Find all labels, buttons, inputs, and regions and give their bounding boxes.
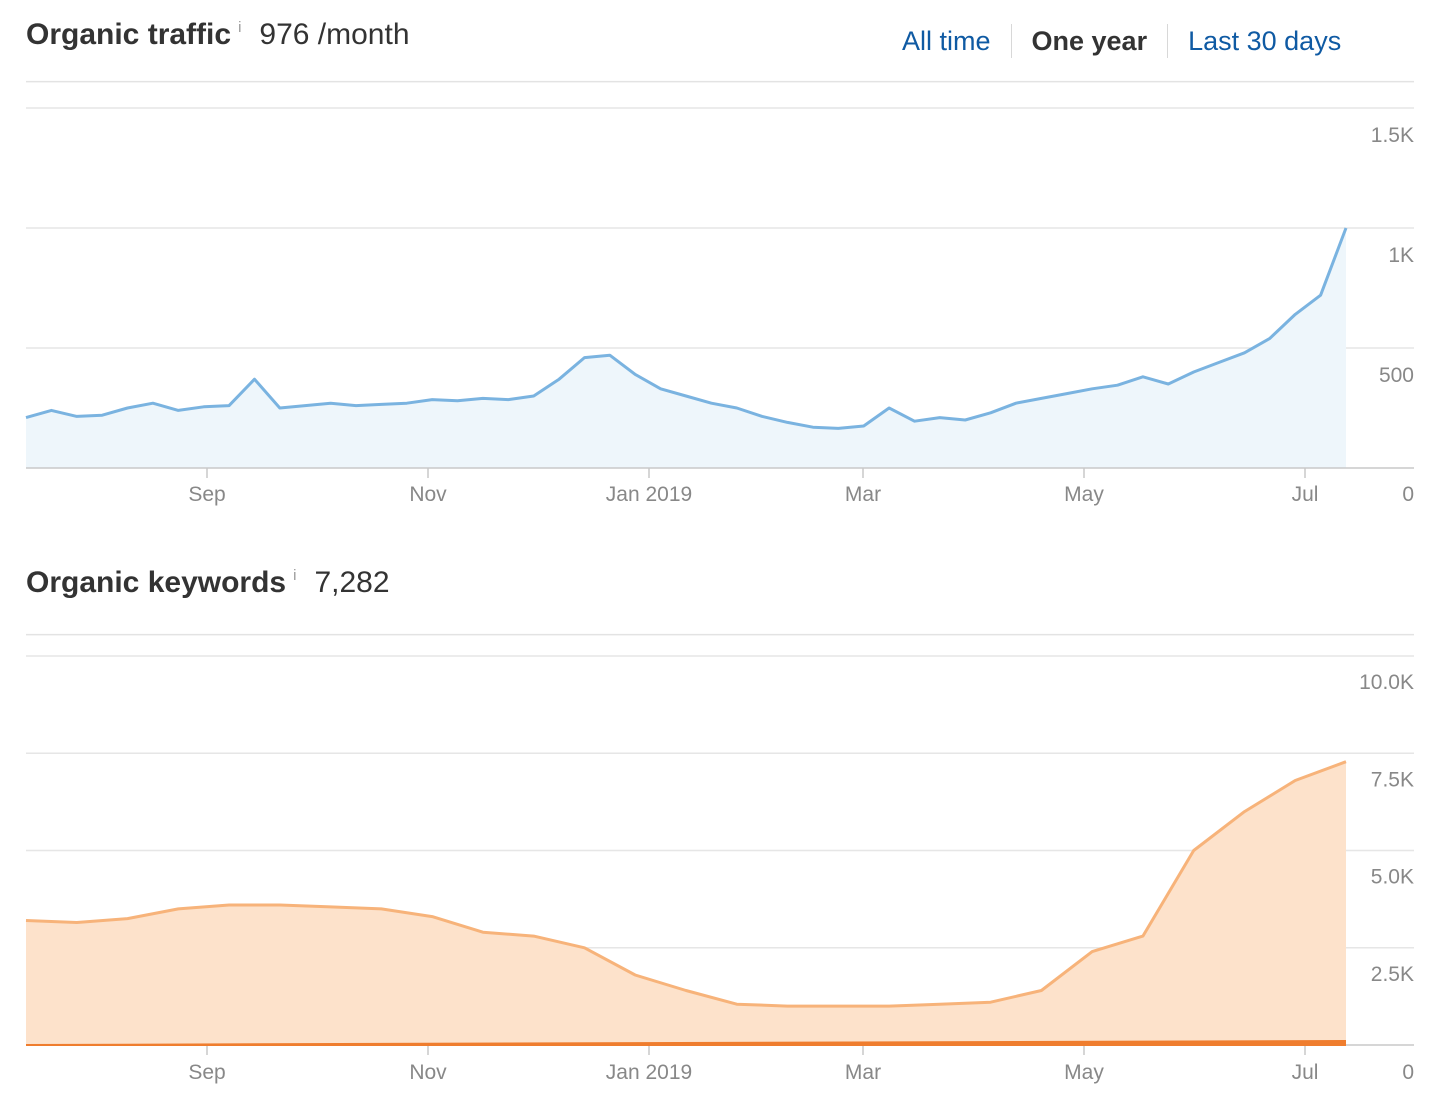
keywords-x-tick-label: May xyxy=(1064,1061,1104,1084)
keywords-title: Organic keywords xyxy=(26,566,287,599)
traffic-x-tick-label: Mar xyxy=(845,483,881,506)
keywords-base-band xyxy=(26,1040,1346,1046)
traffic-series-line xyxy=(25,227,1348,430)
keywords-y-tick-label: 7.5K xyxy=(1371,768,1414,791)
traffic-y-tick-label: 0 xyxy=(1402,483,1414,506)
time-range-selector: All time One year Last 30 days xyxy=(882,24,1361,58)
keywords-header: Organic keywords i 7,282 xyxy=(26,566,390,600)
keywords-x-tick-label: Jul xyxy=(1292,1061,1319,1084)
keywords-x-tick-label: Nov xyxy=(409,1061,447,1084)
keywords-x-tick-label: Sep xyxy=(188,1061,225,1084)
traffic-area-fill xyxy=(26,228,1346,468)
keywords-x-tick-label: Jan 2019 xyxy=(606,1061,692,1084)
range-divider xyxy=(1167,24,1169,58)
range-all-time[interactable]: All time xyxy=(902,25,991,56)
keywords-area-fill xyxy=(26,761,1346,1045)
traffic-title: Organic traffic xyxy=(26,18,232,51)
organic-traffic-chart: 1.5K 1K 500 0 Sep Nov Jan 2019 Mar May Jul xyxy=(25,80,1414,506)
keywords-value: 7,282 xyxy=(314,566,390,599)
keywords-y-tick-label: 0 xyxy=(1402,1061,1414,1084)
traffic-x-tick-label: Sep xyxy=(188,483,225,506)
keywords-y-tick-label: 5.0K xyxy=(1371,866,1414,889)
keywords-y-tick-label: 10.0K xyxy=(1359,671,1414,694)
range-one-year[interactable]: One year xyxy=(1031,25,1148,56)
keywords-series-line xyxy=(25,760,1347,1008)
traffic-y-tick-label: 500 xyxy=(1379,364,1414,387)
traffic-y-tick-label: 1.5K xyxy=(1371,124,1414,147)
traffic-header: Organic traffic i 976 /month xyxy=(26,18,410,52)
keywords-x-tick-label: Mar xyxy=(845,1061,881,1084)
range-divider xyxy=(1010,24,1012,58)
keywords-info-icon[interactable]: i xyxy=(293,567,297,584)
traffic-x-tick-label: Jan 2019 xyxy=(606,483,692,506)
traffic-x-tick-label: May xyxy=(1064,483,1104,506)
traffic-value: 976 /month xyxy=(259,18,410,51)
traffic-x-tick-label: Nov xyxy=(409,483,447,506)
traffic-x-tick-label: Jul xyxy=(1292,483,1319,506)
keywords-y-tick-label: 2.5K xyxy=(1371,963,1414,986)
traffic-y-tick-label: 1K xyxy=(1388,244,1414,267)
range-last-30-days[interactable]: Last 30 days xyxy=(1188,25,1342,56)
traffic-info-icon[interactable]: i xyxy=(238,19,242,36)
